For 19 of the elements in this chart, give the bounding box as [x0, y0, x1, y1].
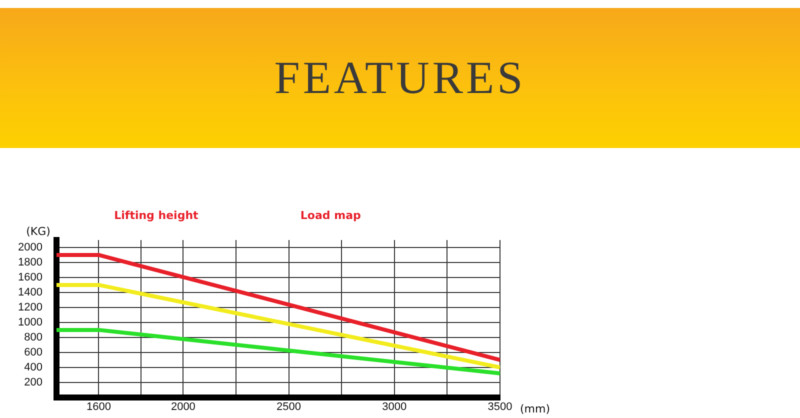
y-tick-label: 1400	[18, 286, 42, 298]
text: Lifting height	[114, 208, 198, 222]
y-tick-label: 1000	[18, 316, 42, 328]
text: Load map	[300, 208, 361, 222]
y-tick-label: 400	[24, 361, 42, 374]
x-axis-title: (mm)	[520, 402, 550, 416]
x-tick-label: 2500	[276, 401, 302, 414]
y-axis-title: (KG)	[26, 224, 50, 238]
y-tick-label: 800	[24, 331, 42, 344]
y-tick-label: 2000	[18, 242, 42, 254]
x-tick-label: 3500	[488, 401, 512, 414]
y-tick-label: 1200	[18, 301, 42, 314]
y-tick-label: 1600	[18, 272, 42, 284]
x-tick-label: 2000	[170, 401, 196, 414]
y-tick-label: 600	[24, 346, 42, 358]
x-tick-label: 1600	[86, 401, 111, 414]
y-tick-label: 200	[24, 376, 42, 388]
x-tick-label: 3000	[382, 401, 407, 414]
y-tick-label: 1800	[18, 256, 42, 269]
